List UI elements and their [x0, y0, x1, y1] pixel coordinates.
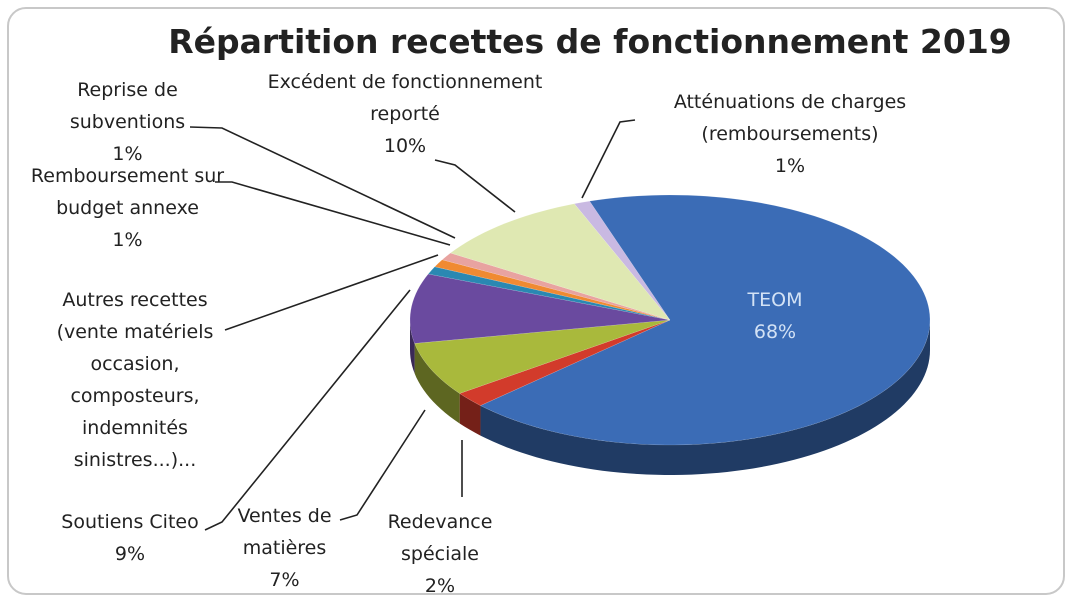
category-label: Autres recettes (vente matériels occasio…	[56, 289, 214, 471]
value-label: 68%	[753, 321, 797, 343]
data-label: TEOM 68%	[715, 284, 835, 348]
category-label: Reprise de subventions	[69, 79, 186, 133]
leader-line	[224, 254, 439, 331]
data-label: Redevance spéciale 2%	[375, 506, 505, 598]
slice-side	[480, 320, 930, 475]
value-label: 2%	[424, 575, 456, 597]
slice	[441, 252, 671, 321]
value-label: 1%	[112, 229, 143, 251]
slice	[449, 203, 671, 321]
slice	[409, 273, 671, 344]
leader-line	[215, 181, 451, 246]
category-label: TEOM	[747, 289, 803, 311]
slice	[479, 194, 931, 446]
leader-line	[434, 159, 516, 213]
slice-side	[414, 343, 460, 424]
value-label: 1%	[774, 155, 806, 177]
data-label: Excédent de fonctionnement reporté 10%	[255, 66, 555, 162]
value-label: 9%	[114, 543, 146, 565]
leader-line	[204, 289, 411, 531]
data-label: Reprise de subventions 1%	[50, 74, 205, 170]
value-label: 10%	[383, 135, 427, 157]
data-label: Ventes de matières 7%	[222, 500, 347, 596]
slice	[427, 266, 671, 321]
leader-line	[189, 126, 456, 239]
category-label: Excédent de fonctionnement reporté	[267, 71, 543, 125]
data-label: Remboursement sur budget annexe 1%	[30, 160, 225, 256]
category-label: Soutiens Citeo	[61, 511, 199, 533]
data-label: Autres recettes (vente matériels occasio…	[40, 284, 230, 476]
value-label: 7%	[269, 569, 300, 591]
slice-side	[410, 320, 415, 374]
value-label: 1%	[112, 143, 143, 165]
slice	[414, 319, 671, 394]
slice-side	[459, 393, 481, 436]
category-label: Redevance spéciale	[387, 511, 493, 565]
data-label: Soutiens Citeo 9%	[40, 506, 220, 570]
leader-line	[339, 409, 426, 521]
data-label: Atténuations de charges (remboursements)…	[640, 86, 940, 182]
category-label: Ventes de matières	[237, 505, 332, 559]
leader-line	[581, 119, 636, 199]
chart-title: Répartition recettes de fonctionnement 2…	[168, 22, 1012, 61]
category-label: Atténuations de charges (remboursements)	[673, 91, 907, 145]
category-label: Remboursement sur budget annexe	[30, 165, 225, 219]
